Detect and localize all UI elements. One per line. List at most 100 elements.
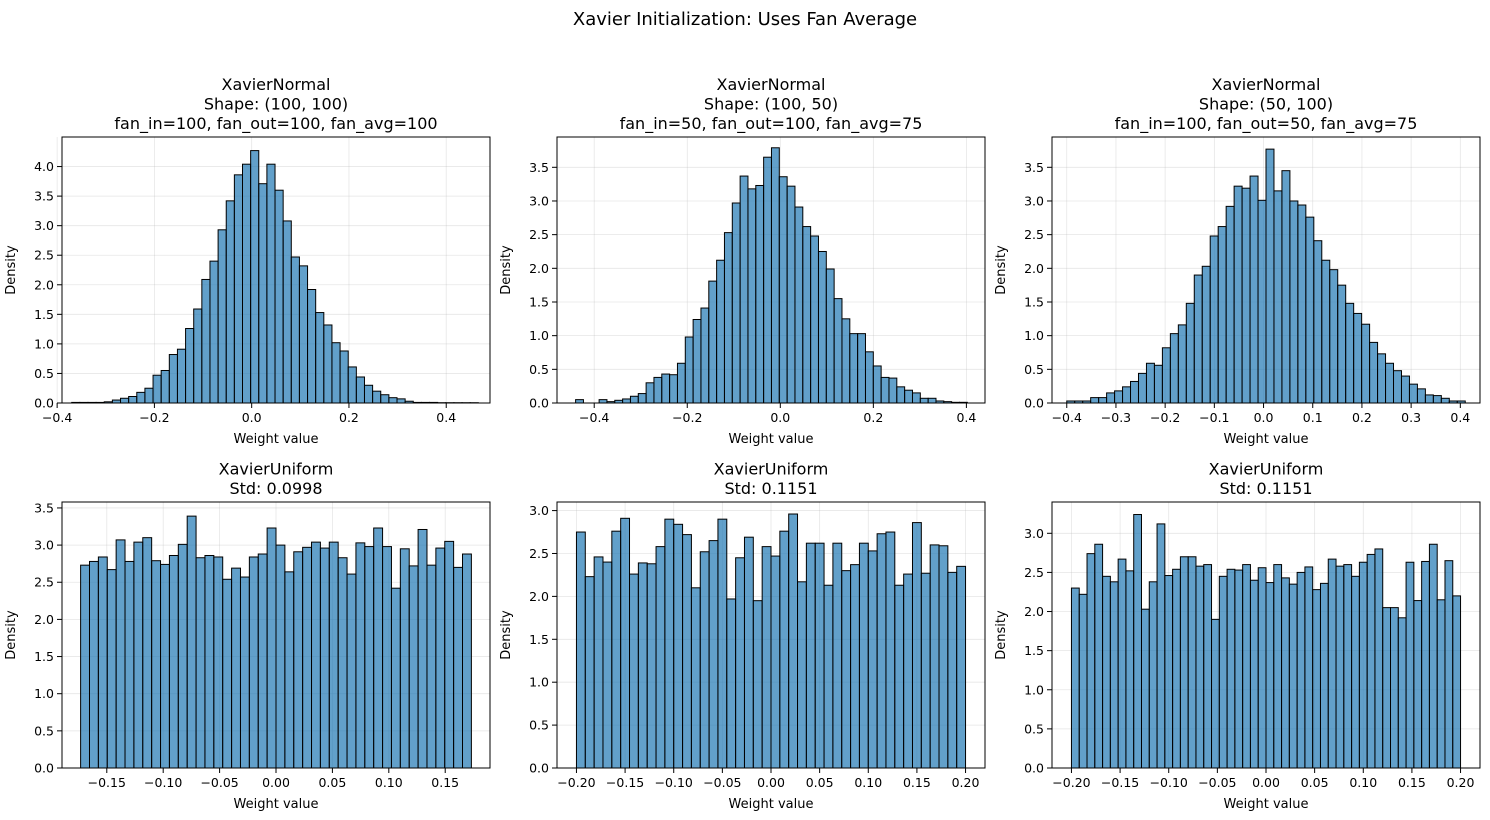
histogram-bar bbox=[1203, 564, 1213, 769]
histogram-bar bbox=[1117, 558, 1127, 769]
subplot-title-line: fan_in=50, fan_out=100, fan_avg=75 bbox=[620, 114, 923, 134]
histogram-bar bbox=[233, 174, 243, 404]
histogram-bar bbox=[1312, 589, 1321, 769]
histogram-bar bbox=[763, 156, 772, 404]
x-tick-label: 0.10 bbox=[375, 775, 403, 790]
histogram-bar bbox=[1408, 383, 1418, 404]
x-axis-label: Weight value bbox=[729, 432, 814, 447]
histogram-bar bbox=[735, 557, 745, 769]
histogram-bar bbox=[1288, 583, 1298, 769]
y-tick-label: 1.5 bbox=[34, 307, 54, 322]
axes-frame bbox=[556, 136, 986, 404]
axes-frame bbox=[61, 136, 491, 404]
histogram-bar bbox=[1137, 372, 1147, 404]
y-axis-label: Density bbox=[499, 245, 514, 295]
histogram-bar bbox=[1249, 579, 1259, 769]
histogram-bar bbox=[231, 567, 241, 769]
y-tick-label: 3.0 bbox=[34, 218, 54, 233]
y-tick-label: 1.5 bbox=[1024, 643, 1044, 658]
histogram-bar bbox=[1424, 394, 1434, 404]
y-tick-label: 0.5 bbox=[34, 723, 54, 738]
y-tick-label: 0.0 bbox=[529, 761, 549, 776]
y-tick-label: 3.0 bbox=[34, 538, 54, 553]
y-tick-label: 1.0 bbox=[529, 675, 549, 690]
histogram-bar bbox=[598, 399, 608, 404]
histogram-bar bbox=[217, 229, 227, 404]
y-tick-label: 4.0 bbox=[34, 159, 54, 174]
subplot-5: −0.20 −0.15 −0.10 −0.05 0.00 0.05 0.10 0.15 0.20… bbox=[499, 460, 986, 812]
histogram-bar bbox=[266, 527, 277, 769]
subplot-title-line: Shape: (50, 100) bbox=[1199, 95, 1333, 114]
histogram-bar bbox=[168, 554, 179, 769]
histogram-bar bbox=[911, 392, 921, 404]
axes-frame bbox=[1051, 136, 1481, 404]
x-tick-label: −0.10 bbox=[1150, 775, 1188, 790]
histogram-bar bbox=[1193, 274, 1203, 404]
histogram-bar bbox=[388, 397, 398, 404]
histogram-bar bbox=[241, 163, 252, 404]
histogram-bar bbox=[1313, 240, 1323, 404]
histogram-bar bbox=[1234, 569, 1244, 769]
histogram-bar bbox=[858, 542, 869, 769]
histogram-bar bbox=[160, 563, 170, 769]
histogram-bar bbox=[1327, 558, 1337, 769]
histogram-bar bbox=[1366, 553, 1376, 769]
y-axis-label: Density bbox=[994, 245, 1009, 295]
histogram-bar bbox=[435, 547, 446, 769]
y-tick-label: 3.0 bbox=[1024, 526, 1044, 541]
histogram-bar bbox=[620, 517, 631, 769]
histogram-bar bbox=[646, 563, 657, 769]
histogram-bar bbox=[1217, 226, 1227, 404]
histogram-bar bbox=[1413, 600, 1423, 769]
histogram-bar bbox=[176, 348, 187, 404]
histogram-bar bbox=[1337, 284, 1347, 404]
histogram-bar bbox=[284, 571, 295, 769]
y-tick-label: 0.5 bbox=[1024, 721, 1044, 736]
histogram-bar bbox=[1114, 390, 1124, 404]
histogram-bar bbox=[396, 398, 406, 404]
x-tick-label: 0.00 bbox=[262, 775, 290, 790]
histogram-bar bbox=[222, 578, 233, 769]
histogram-bar bbox=[1185, 302, 1195, 404]
histogram-bar bbox=[453, 566, 464, 769]
histogram-bar bbox=[575, 399, 584, 404]
histogram-bar bbox=[1242, 564, 1251, 769]
histogram-bar bbox=[1195, 565, 1205, 769]
x-tick-label: −0.4 bbox=[1052, 410, 1082, 425]
histogram-bar bbox=[1161, 347, 1171, 404]
histogram-bar bbox=[373, 527, 384, 769]
histogram-bar bbox=[786, 185, 796, 404]
histogram-bar bbox=[629, 395, 639, 404]
x-tick-label: 0.20 bbox=[952, 775, 980, 790]
histogram-bar bbox=[266, 163, 276, 404]
histogram-bar bbox=[328, 541, 339, 769]
histogram-bar bbox=[319, 547, 330, 769]
x-tick-label: −0.3 bbox=[1101, 410, 1131, 425]
y-tick-label: 0.5 bbox=[34, 366, 54, 381]
histogram-bar bbox=[1257, 199, 1267, 404]
histogram-bar bbox=[841, 318, 851, 404]
histogram-bar bbox=[1241, 187, 1251, 404]
histogram-bar bbox=[673, 523, 684, 769]
histogram-bar bbox=[1297, 204, 1307, 404]
y-tick-label: 0.5 bbox=[529, 718, 549, 733]
x-tick-label: 0.2 bbox=[863, 410, 883, 425]
histogram-bar bbox=[1405, 561, 1415, 769]
x-tick-label: −0.1 bbox=[1199, 410, 1229, 425]
y-tick-label: 1.5 bbox=[34, 649, 54, 664]
histogram-bar bbox=[1094, 543, 1104, 769]
histogram-bar bbox=[311, 541, 321, 769]
histogram-bar bbox=[947, 571, 958, 769]
histogram-bar bbox=[239, 576, 250, 769]
histogram-bar bbox=[611, 530, 622, 769]
histogram-bar bbox=[1140, 608, 1150, 769]
histogram-bar bbox=[1265, 582, 1275, 769]
histogram-bar bbox=[1305, 216, 1315, 404]
x-tick-label: 0.2 bbox=[1352, 410, 1372, 425]
x-tick-label: 0.0 bbox=[242, 410, 262, 425]
x-tick-label: 0.15 bbox=[903, 775, 931, 790]
histogram-bar bbox=[708, 540, 719, 769]
subplot-1: −0.4 −0.2 0.0 0.2 0.4 0.0 0.5 1.0 1.5 2.0 2.5 3.0 3.… bbox=[4, 75, 491, 447]
histogram-bar bbox=[337, 557, 348, 769]
histogram-bar bbox=[731, 202, 741, 404]
